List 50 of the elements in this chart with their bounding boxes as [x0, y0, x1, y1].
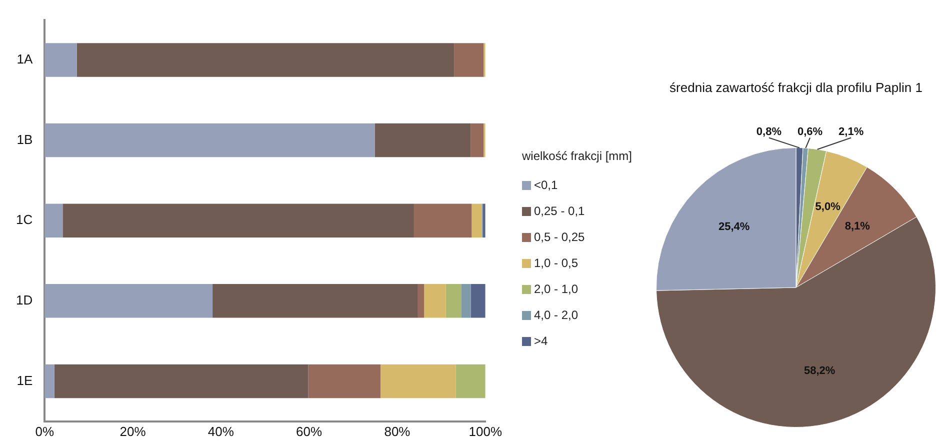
legend-label: 2,0 - 1,0 [534, 282, 578, 296]
y-tick-label: 1A [16, 52, 33, 67]
x-tick-label: 80% [384, 424, 411, 439]
y-tick-label: 1C [16, 212, 33, 228]
data-label: 8,1% [844, 220, 870, 232]
data-label: 25,4% [718, 220, 750, 233]
legend-label: 0,5 - 0,25 [534, 230, 585, 244]
x-tick-label: 100% [468, 424, 502, 439]
x-tick-label: 40% [208, 424, 234, 439]
legend-label: <0,1 [534, 178, 558, 192]
x-tick-label: 20% [120, 424, 146, 439]
bar [76, 43, 454, 77]
bar [54, 364, 308, 398]
chart-title: średnia zawartość frakcji dla profilu Paplin 1 [668, 80, 924, 95]
data-label: 0,6% [797, 126, 823, 138]
legend-title: wielkość frakcji [mm] [522, 148, 632, 164]
bar [44, 204, 63, 238]
legend-label: 0,25 - 0,1 [534, 204, 585, 218]
bar [470, 123, 484, 158]
y-tick-label: 1E [16, 372, 33, 388]
legend-label: 1,0 - 0,5 [534, 256, 578, 270]
data-label: 5,0% [815, 200, 841, 213]
bar [454, 43, 484, 77]
y-tick-label: 1D [16, 292, 33, 308]
bar [44, 43, 77, 77]
bar [44, 284, 213, 318]
bar [308, 364, 380, 398]
bar [418, 284, 424, 318]
bar [456, 364, 486, 398]
bar [44, 364, 54, 398]
bar [472, 204, 482, 238]
bar [414, 204, 472, 238]
legend-label: >4 [534, 334, 548, 348]
x-tick-label: 60% [296, 424, 323, 439]
bar [461, 284, 471, 318]
bar [470, 284, 486, 318]
bar [62, 204, 414, 238]
bar [212, 284, 418, 318]
data-label: 2,1% [838, 126, 864, 138]
x-tick-label: 0% [35, 424, 54, 439]
legend-label: 4,0 - 2,0 [534, 308, 578, 322]
bar [424, 284, 446, 318]
bar [482, 204, 486, 238]
bar [44, 123, 375, 158]
bar [374, 123, 471, 158]
data-label: 58,2% [804, 364, 836, 377]
y-tick-label: 1B [16, 132, 33, 147]
bar [446, 284, 462, 318]
bar [380, 364, 456, 398]
data-label: 0,8% [756, 126, 782, 138]
